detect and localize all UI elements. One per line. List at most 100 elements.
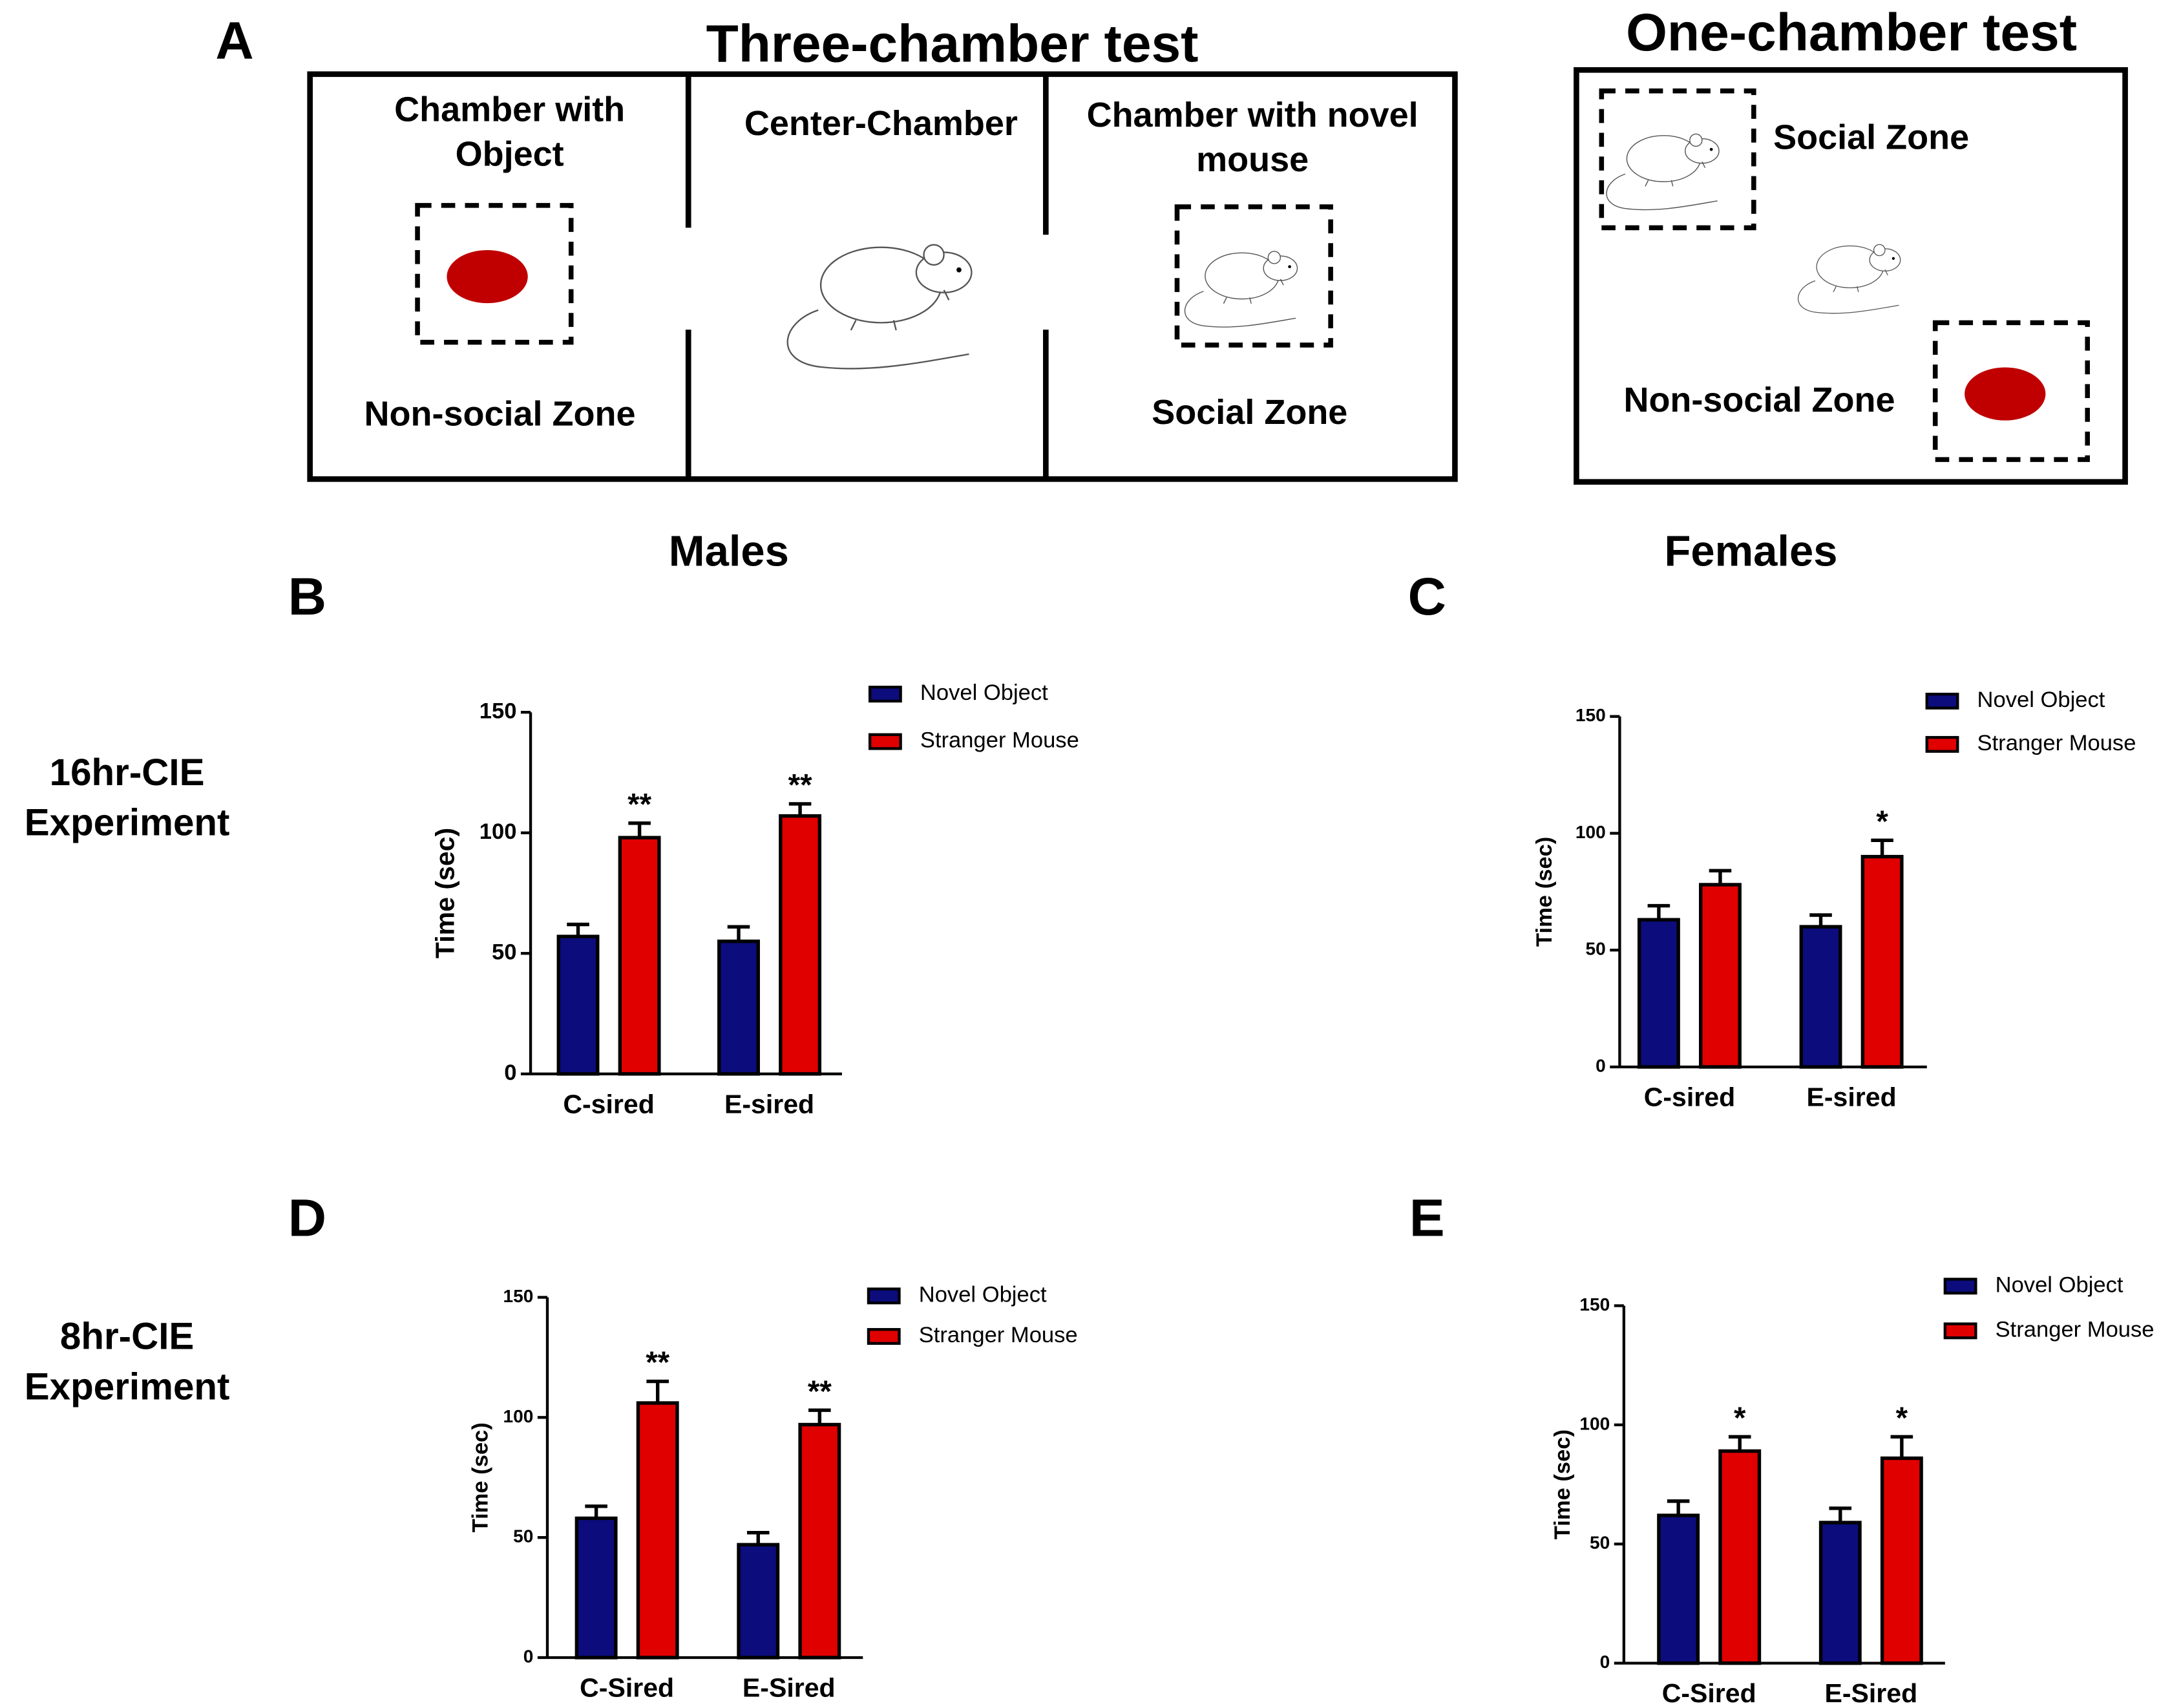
- error-bar: [727, 925, 750, 942]
- bar: [1860, 854, 1904, 1069]
- legend-swatch: [1925, 735, 1959, 753]
- zone-label: Social Zone: [1152, 393, 1347, 432]
- y-tick-label: 150: [479, 699, 517, 723]
- bar: [798, 1422, 841, 1660]
- y-tick-label: 0: [504, 1060, 516, 1085]
- legend-label: Novel Object: [920, 680, 1048, 705]
- bar: [636, 1401, 679, 1660]
- error-bar: [1647, 903, 1670, 920]
- error-bar: [746, 1531, 770, 1545]
- legend-swatch: [1943, 1322, 1977, 1340]
- bar: [737, 1543, 780, 1660]
- y-axis-label: Time (sec): [1532, 837, 1557, 947]
- error-bar: [646, 1379, 669, 1404]
- error-bar: [1890, 1435, 1913, 1459]
- bar: [1637, 918, 1680, 1069]
- bar: [556, 934, 600, 1076]
- error-bar: [1728, 1435, 1751, 1451]
- bar: [1818, 1521, 1862, 1665]
- x-tick-label: E-Sired: [743, 1673, 836, 1703]
- panel-label: D: [288, 1189, 326, 1248]
- row-title: Experiment: [25, 802, 230, 844]
- error-bar: [1829, 1506, 1852, 1523]
- y-tick-label: 50: [513, 1526, 533, 1546]
- legend-swatch: [867, 1287, 901, 1305]
- mouse-icon: [1606, 133, 1720, 211]
- zone-label: Non-social Zone: [1623, 381, 1895, 419]
- bar: [1657, 1513, 1700, 1665]
- significance-label: *: [1734, 1401, 1746, 1435]
- y-tick-label: 50: [492, 940, 516, 964]
- column-title: Males: [669, 527, 789, 576]
- error-bar: [567, 922, 589, 937]
- chamber-label: Object: [456, 135, 564, 174]
- object: [1965, 367, 2046, 421]
- y-tick-label: 150: [503, 1286, 534, 1306]
- significance-label: **: [627, 787, 651, 821]
- significance-label: **: [808, 1375, 832, 1409]
- x-tick-label: C-Sired: [1662, 1678, 1756, 1708]
- y-tick-label: 150: [1575, 705, 1606, 725]
- column-title: Females: [1664, 527, 1837, 576]
- bar: [574, 1516, 618, 1660]
- mouse-icon: [1797, 244, 1901, 314]
- bar: [1718, 1449, 1762, 1665]
- zone-label: Social Zone: [1773, 118, 1969, 157]
- legend-swatch: [867, 1328, 901, 1345]
- object: [447, 250, 528, 304]
- three-chamber-box: [307, 71, 1458, 482]
- y-tick-label: 100: [503, 1406, 534, 1426]
- legend-label: Stranger Mouse: [1977, 731, 2136, 755]
- error-bar: [1667, 1499, 1690, 1515]
- x-tick-label: E-sired: [1806, 1082, 1896, 1112]
- y-axis-label: Time (sec): [469, 1422, 493, 1532]
- zone: [1932, 320, 2091, 462]
- x-tick-label: E-Sired: [1824, 1678, 1917, 1708]
- y-axis-label: Time (sec): [430, 828, 459, 958]
- zone-label: Non-social Zone: [364, 394, 636, 433]
- chamber-walls: [685, 74, 1049, 480]
- significance-label: **: [646, 1345, 669, 1380]
- x-tick-label: C-sired: [1644, 1082, 1735, 1112]
- chamber-label: Chamber with novel: [1087, 96, 1418, 134]
- significance-label: *: [1876, 805, 1888, 839]
- bar: [1880, 1456, 1923, 1665]
- error-bar: [1871, 838, 1893, 857]
- error-bar: [1809, 913, 1832, 927]
- y-axis-label: Time (sec): [1550, 1429, 1575, 1539]
- panel-label: A: [215, 12, 253, 70]
- significance-label: *: [1896, 1401, 1908, 1435]
- y-tick-label: 100: [479, 819, 517, 844]
- chamber-label: Chamber with: [394, 90, 625, 129]
- error-bar: [585, 1504, 607, 1519]
- y-tick-label: 100: [1579, 1413, 1610, 1433]
- legend-label: Stranger Mouse: [1996, 1318, 2155, 1342]
- bar: [1699, 883, 1742, 1069]
- row-title: 8hr-CIE: [60, 1316, 194, 1358]
- legend-label: Novel Object: [1996, 1272, 2123, 1297]
- error-bar: [808, 1408, 831, 1425]
- y-tick-label: 150: [1579, 1294, 1610, 1314]
- chamber-label: mouse: [1196, 140, 1309, 179]
- legend-swatch: [868, 733, 902, 750]
- mouse-icon: [786, 244, 973, 370]
- panel-label: C: [1408, 567, 1446, 626]
- panel-label: B: [288, 567, 326, 626]
- x-tick-label: C-sired: [563, 1089, 654, 1119]
- zone: [1174, 204, 1333, 348]
- y-tick-label: 0: [523, 1646, 534, 1666]
- zone: [1599, 88, 1756, 231]
- y-tick-label: 50: [1586, 939, 1606, 959]
- legend-swatch: [1943, 1278, 1977, 1295]
- y-tick-label: 100: [1575, 822, 1606, 842]
- legend-label: Stranger Mouse: [919, 1323, 1078, 1347]
- bar: [717, 939, 760, 1076]
- row-title: Experiment: [25, 1366, 230, 1408]
- row-title: 16hr-CIE: [50, 752, 205, 794]
- mouse-icon: [1184, 251, 1298, 328]
- x-tick-label: E-sired: [724, 1089, 814, 1119]
- bar: [779, 814, 822, 1076]
- legend-label: Stranger Mouse: [920, 728, 1079, 753]
- legend-label: Novel Object: [1977, 688, 2105, 712]
